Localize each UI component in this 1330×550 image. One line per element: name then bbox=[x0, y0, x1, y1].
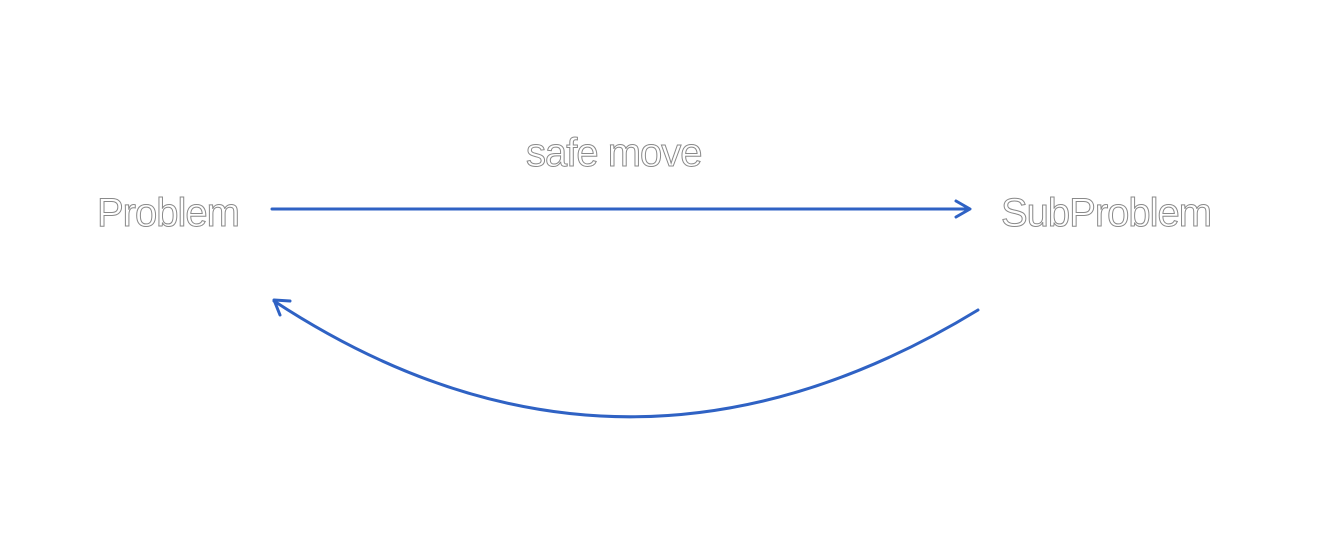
return-arrow bbox=[272, 298, 980, 419]
return-arrow-curve bbox=[272, 299, 980, 419]
node-problem: Problem bbox=[97, 191, 241, 235]
forward-arrow-head bbox=[954, 199, 972, 219]
return-arrow-head bbox=[272, 298, 292, 317]
edge-label-safe-move: safe move bbox=[526, 131, 704, 175]
node-subproblem: SubProblem bbox=[1000, 191, 1212, 235]
forward-arrow bbox=[270, 199, 972, 219]
